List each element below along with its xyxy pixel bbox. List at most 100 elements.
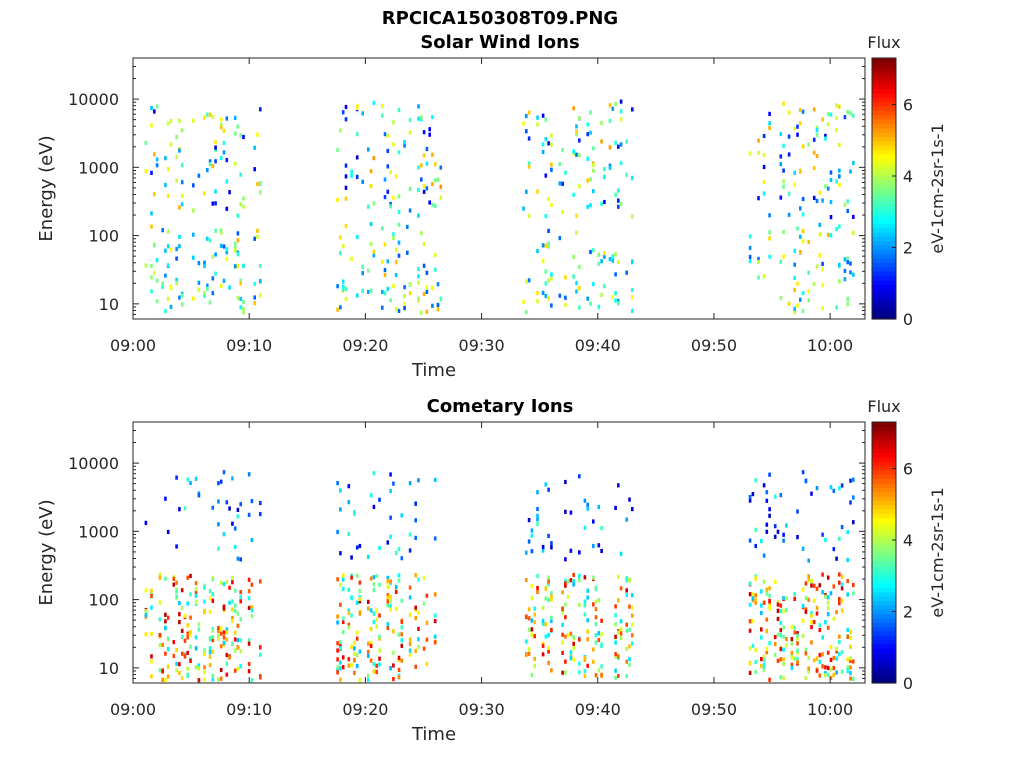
flux-cell [178, 670, 181, 676]
flux-cell [801, 144, 805, 149]
flux-cell [422, 601, 426, 606]
flux-cell [544, 622, 548, 627]
flux-cell [787, 301, 791, 306]
flux-cell [233, 637, 237, 642]
colorbar-tick-label: 0 [903, 674, 913, 693]
flux-cell [247, 512, 251, 517]
flux-cell [754, 659, 757, 664]
flux-cell [600, 664, 603, 669]
flux-cell [594, 585, 598, 590]
flux-cell [417, 267, 420, 272]
flux-cell [358, 599, 362, 604]
flux-cell [259, 263, 262, 269]
colorbar-segment [872, 105, 896, 111]
flux-cell [748, 670, 752, 675]
flux-cell [431, 303, 434, 308]
flux-cell [799, 234, 802, 239]
colorbar-segment [872, 153, 896, 159]
flux-cell [219, 125, 223, 130]
flux-cell [838, 597, 841, 602]
flux-cell [259, 652, 262, 657]
flux-cell [206, 236, 209, 241]
flux-cell [339, 507, 342, 512]
flux-cell [192, 183, 195, 188]
flux-cell [194, 581, 198, 586]
flux-cell [594, 621, 598, 627]
flux-cell [386, 286, 390, 292]
flux-cell [815, 154, 819, 159]
colorbar-segment [872, 648, 896, 654]
flux-cell [431, 182, 434, 187]
flux-cell [838, 572, 841, 577]
flux-cell [225, 116, 229, 121]
flux-cell [339, 640, 342, 645]
flux-cell [790, 662, 794, 667]
flux-cell [821, 532, 824, 537]
flux-cell [375, 608, 378, 613]
flux-cell [779, 628, 783, 633]
flux-cell [336, 657, 339, 662]
flux-cell [782, 179, 785, 184]
colorbar-segment [872, 192, 896, 198]
y-tick-label: 100 [88, 227, 119, 246]
flux-cell [846, 579, 849, 584]
flux-cell [801, 546, 805, 551]
flux-cell [386, 595, 390, 600]
flux-cell [600, 632, 603, 637]
flux-cell [369, 288, 373, 293]
flux-cell [754, 574, 757, 579]
colorbar-segment [872, 491, 896, 497]
flux-cell [425, 285, 429, 290]
flux-cell [175, 134, 178, 140]
flux-cell [158, 617, 162, 622]
colorbar-segment [872, 184, 896, 190]
flux-cell [846, 199, 849, 204]
flux-cell [347, 500, 351, 505]
flux-cell [748, 592, 752, 597]
flux-cell [765, 646, 769, 652]
flux-cell [222, 630, 226, 635]
flux-cell [586, 132, 589, 137]
flux-cell [369, 184, 373, 189]
flux-cell [358, 596, 362, 602]
flux-cell [779, 646, 783, 652]
flux-cell [790, 624, 794, 630]
flux-cell [361, 179, 364, 184]
flux-cell [164, 273, 167, 278]
colorbar-segment [872, 84, 896, 90]
flux-cell [586, 595, 589, 600]
flux-cell [394, 589, 398, 594]
flux-cell [164, 619, 167, 624]
flux-cell [757, 275, 760, 280]
colorbar-segment [872, 448, 896, 454]
colorbar-segment [872, 474, 896, 480]
flux-cell [217, 628, 220, 633]
flux-cell [372, 156, 376, 161]
colorbar-segment [872, 227, 896, 233]
flux-cell [372, 582, 376, 587]
flux-cell [810, 613, 813, 618]
flux-cell [840, 574, 844, 579]
flux-cell [231, 599, 234, 604]
flux-cell [372, 611, 376, 616]
flux-cell [544, 587, 548, 592]
flux-cell [422, 153, 426, 158]
flux-cell [818, 583, 822, 588]
flux-cell [231, 575, 234, 580]
flux-cell [779, 657, 783, 662]
colorbar-segment [872, 500, 896, 506]
flux-cell [178, 244, 181, 249]
flux-cell [594, 673, 598, 678]
flux-cell [369, 493, 373, 498]
flux-cell [821, 283, 824, 288]
flux-cell [564, 670, 567, 675]
flux-cell [818, 660, 822, 665]
flux-cell [583, 669, 587, 674]
flux-cell [233, 588, 237, 593]
flux-cell [236, 611, 240, 616]
flux-cell [617, 598, 620, 603]
flux-cell [617, 673, 620, 678]
flux-cell [425, 593, 429, 598]
flux-cell [150, 106, 153, 111]
